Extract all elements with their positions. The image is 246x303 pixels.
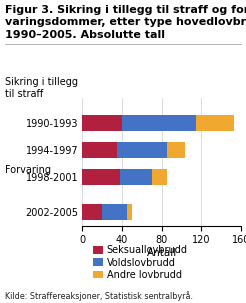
Bar xyxy=(127,204,132,220)
Bar xyxy=(197,115,234,131)
Bar xyxy=(120,169,152,185)
Text: 1990–2005. Absolutte tall: 1990–2005. Absolutte tall xyxy=(5,30,165,40)
Bar xyxy=(152,169,167,185)
Bar xyxy=(82,115,122,131)
Bar xyxy=(82,142,117,158)
Bar xyxy=(117,142,167,158)
Text: Figur 3. Sikring i tillegg til straff og for-: Figur 3. Sikring i tillegg til straff og… xyxy=(5,5,246,15)
Legend: Seksuallovbrudd, Voldslovbrudd, Andre lovbrudd: Seksuallovbrudd, Voldslovbrudd, Andre lo… xyxy=(93,245,187,280)
Bar xyxy=(82,169,120,185)
Bar xyxy=(167,142,184,158)
Bar xyxy=(122,115,197,131)
Bar xyxy=(82,204,102,220)
Text: Forvaring: Forvaring xyxy=(5,165,51,175)
Text: Kilde: Straffereaksjoner, Statistisk sentralbyrå.: Kilde: Straffereaksjoner, Statistisk sen… xyxy=(5,291,193,301)
Text: varingsdommer, etter type hovedlovbrudd.: varingsdommer, etter type hovedlovbrudd. xyxy=(5,17,246,27)
Text: Sikring i tillegg
til straff: Sikring i tillegg til straff xyxy=(5,77,78,99)
Bar xyxy=(102,204,127,220)
X-axis label: Antall: Antall xyxy=(147,248,177,258)
